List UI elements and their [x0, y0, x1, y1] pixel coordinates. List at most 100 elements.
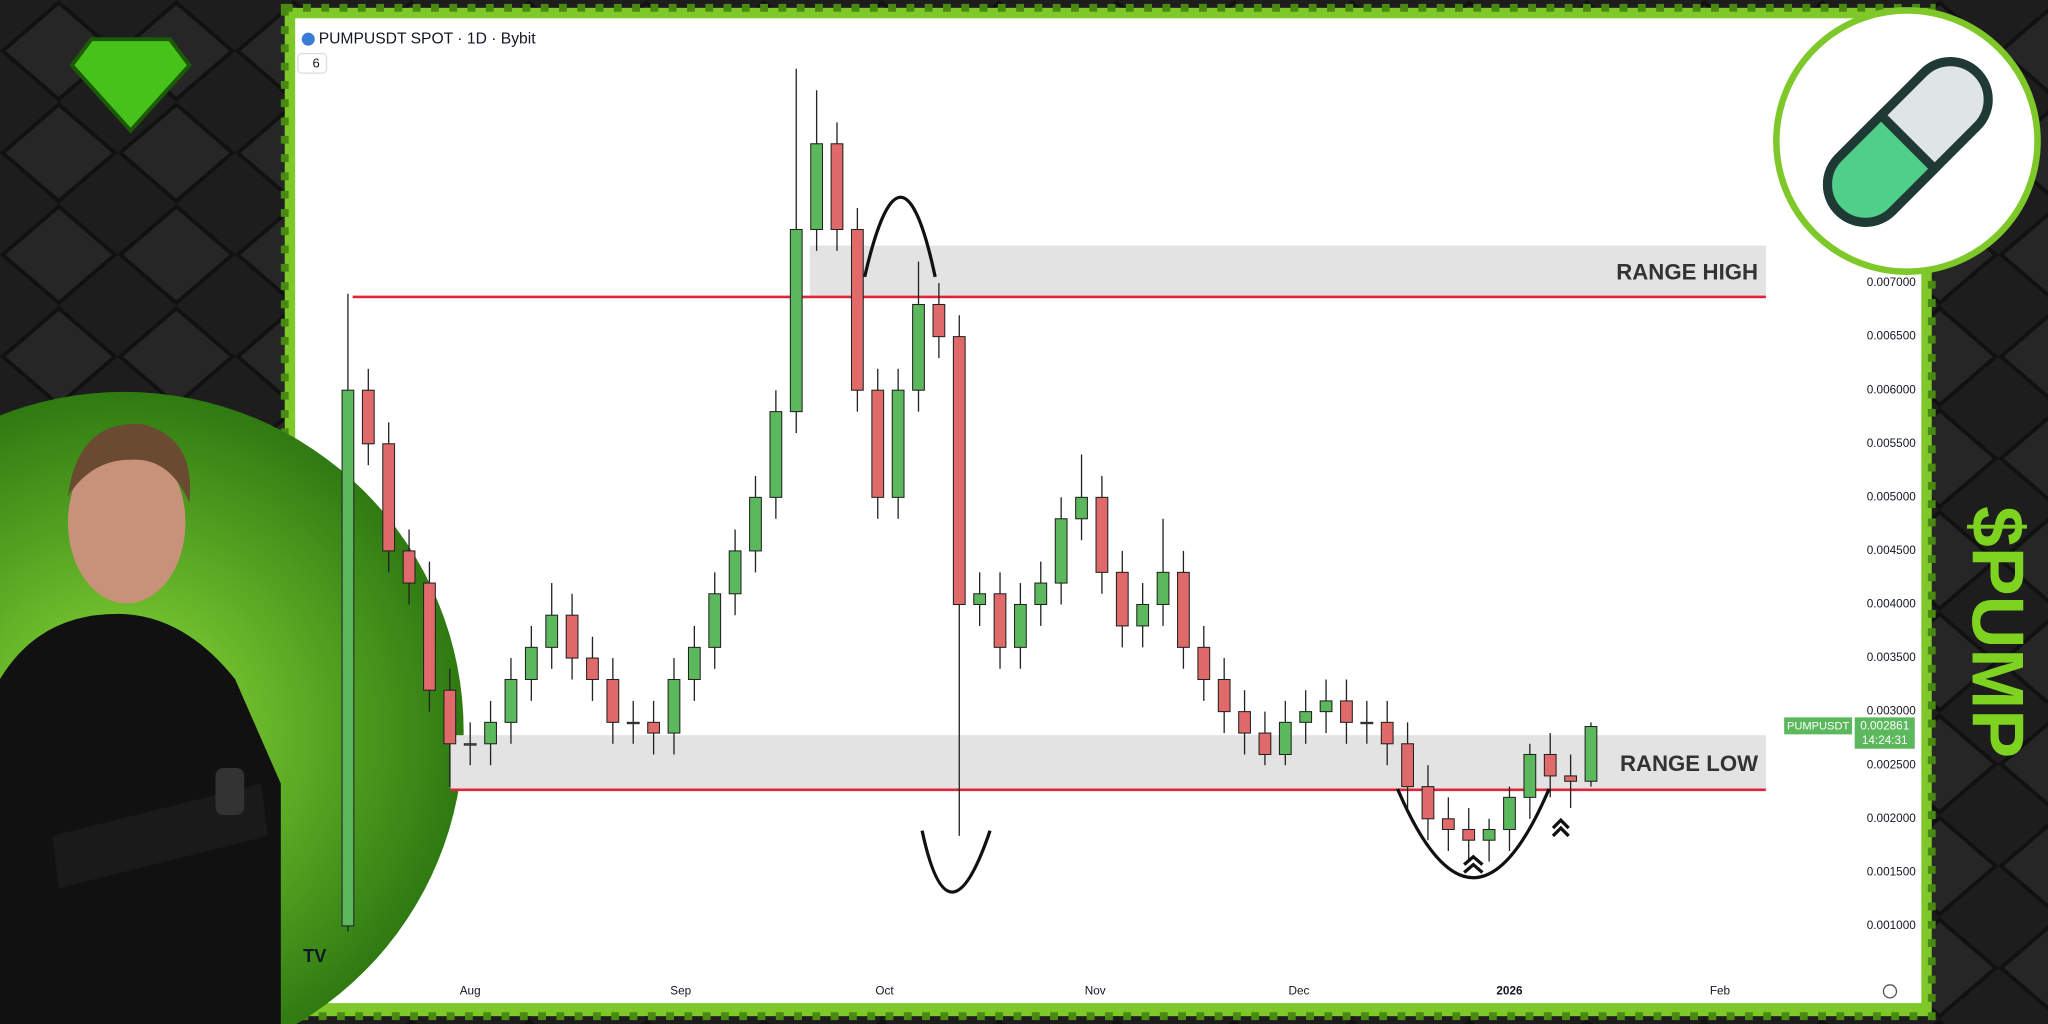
- candle-body: [1115, 571, 1129, 627]
- y-tick-label: 0.002500: [1867, 758, 1916, 771]
- candle-body: [1564, 775, 1578, 782]
- price-tag-bg: [1854, 717, 1915, 749]
- candle-body: [728, 550, 742, 595]
- indicator-count: 6: [312, 55, 319, 70]
- candle-body: [647, 721, 660, 734]
- logo: [69, 37, 192, 134]
- drawings: [863, 195, 1570, 894]
- x-tick-label: Nov: [1085, 984, 1106, 997]
- x-tick-label: Feb: [1710, 984, 1731, 997]
- frame-texture: [280, 3, 1936, 1021]
- candle-body: [341, 389, 355, 927]
- candle-body: [912, 303, 925, 391]
- candle-body: [1299, 711, 1313, 723]
- candle-body: [1278, 721, 1292, 756]
- y-tick-label: 0.001500: [1867, 865, 1916, 878]
- candle-body: [586, 657, 599, 681]
- candle-body: [1360, 721, 1374, 725]
- candle-body: [1401, 743, 1414, 788]
- candle-body: [687, 646, 701, 681]
- y-tick-label: 0.004500: [1867, 544, 1916, 557]
- candle-body: [504, 678, 518, 723]
- candle-body: [973, 593, 987, 606]
- y-tick-label: 0.005500: [1867, 437, 1916, 450]
- price-tag-name-bg: [1784, 717, 1853, 735]
- candle-body: [1217, 678, 1231, 713]
- watch: [215, 768, 245, 816]
- candle-body: [891, 389, 905, 498]
- price-tag-name: PUMPUSDT: [1787, 720, 1849, 732]
- y-tick-label: 0.003000: [1867, 705, 1916, 718]
- candle-body: [402, 550, 416, 584]
- chart-title: PUMPUSDT SPOT · 1D · Bybit: [319, 30, 537, 47]
- settings-icon[interactable]: [1882, 984, 1898, 999]
- pill: [1822, 57, 1993, 227]
- candle-body: [524, 646, 538, 681]
- x-tick-label: 2026: [1496, 984, 1523, 997]
- zone-label: RANGE HIGH: [1616, 260, 1758, 285]
- candle-body: [1503, 796, 1516, 831]
- candle-body: [993, 593, 1007, 648]
- candle-body: [1523, 753, 1537, 798]
- candle-body: [830, 143, 844, 231]
- candle-body: [1462, 828, 1476, 841]
- y-tick-label: 0.004000: [1867, 598, 1916, 611]
- candle-body: [361, 389, 375, 445]
- person-head: [67, 441, 186, 604]
- zone: [809, 245, 1766, 297]
- candle-body: [871, 389, 885, 498]
- zone-label: RANGE LOW: [1620, 751, 1758, 776]
- x-tick-label: Aug: [460, 984, 481, 997]
- candle-body: [423, 582, 436, 691]
- candle-body: [606, 678, 620, 723]
- candle-body: [1482, 828, 1496, 841]
- candle-body: [667, 678, 681, 734]
- candle-body: [1075, 496, 1088, 520]
- candle-body: [708, 593, 722, 648]
- candle-body: [749, 496, 762, 552]
- y-tick-label: 0.006000: [1867, 383, 1916, 396]
- candle-body: [850, 228, 864, 391]
- thumbnail-text: $PUMP: [1957, 506, 2038, 758]
- candle-body: [1136, 603, 1150, 627]
- candle-body: [565, 614, 579, 659]
- candle-body: [789, 228, 803, 413]
- candle-body: [1095, 496, 1109, 573]
- candle-body: [932, 303, 946, 338]
- y-tick-label: 0.001000: [1867, 919, 1916, 932]
- indicator-toggle[interactable]: [297, 52, 328, 74]
- candle-body: [1177, 571, 1190, 648]
- x-tick-label: Oct: [875, 984, 894, 997]
- candle-body: [1380, 721, 1394, 745]
- candle-body: [1421, 786, 1435, 820]
- candle-body: [626, 721, 640, 725]
- candle-body: [1340, 700, 1353, 723]
- candle-body: [382, 443, 396, 552]
- candle-body: [1543, 753, 1557, 777]
- y-tick-label: 0.005000: [1867, 490, 1916, 503]
- candle-body: [769, 411, 783, 498]
- y-tick-label: 0.003500: [1867, 651, 1916, 664]
- candle-body: [810, 143, 824, 231]
- candle-body: [1156, 571, 1170, 606]
- candle-body: [952, 336, 966, 606]
- y-tick-label: 0.007000: [1867, 276, 1916, 289]
- symbol-icon: [301, 32, 315, 46]
- candle-body: [1013, 603, 1027, 648]
- y-tick-label: 0.006500: [1867, 330, 1916, 343]
- price-tag-value: 0.002861: [1860, 720, 1909, 733]
- candle-body: [463, 743, 477, 746]
- candle-body: [1441, 818, 1455, 831]
- person-hair: [67, 423, 191, 503]
- candle-body: [484, 721, 497, 745]
- candle-body: [443, 689, 457, 745]
- plot: RANGE HIGH RANGE LOW 0.001000 0.001500 0.002…: [341, 68, 1916, 997]
- tv-logo: TV: [303, 945, 327, 966]
- price-tag-countdown: 14:24:31: [1862, 734, 1908, 747]
- candle-body: [1319, 700, 1333, 713]
- candle-body: [1238, 711, 1251, 734]
- candle-body: [545, 614, 559, 648]
- candle-body: [1197, 646, 1211, 681]
